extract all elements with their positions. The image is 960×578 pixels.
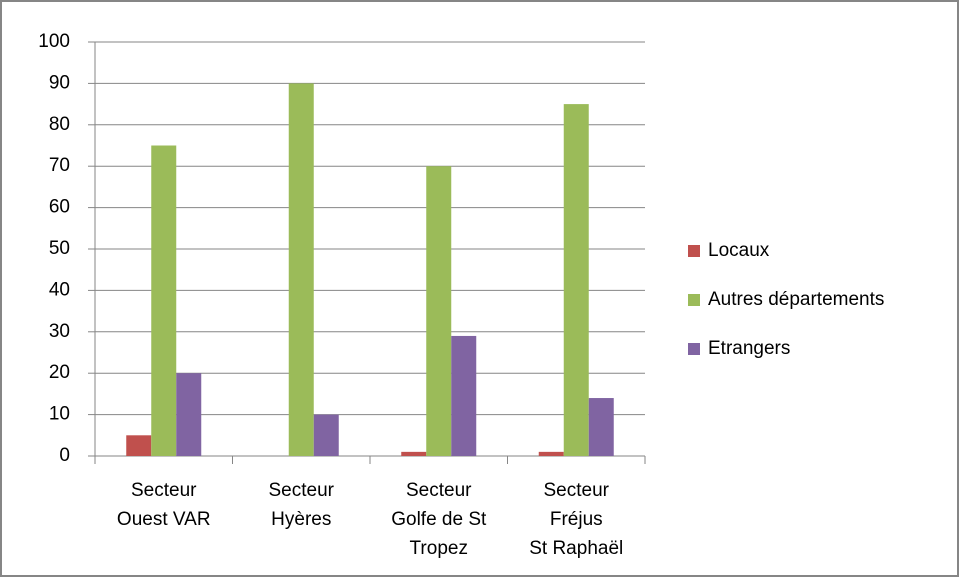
bar [588,398,614,456]
y-tick-label: 60 [49,197,70,218]
bar [451,335,477,456]
bar [151,145,177,456]
bar [126,435,152,456]
y-tick-label: 10 [49,404,70,425]
legend-swatch [688,245,700,257]
y-tick-label: 40 [49,279,70,300]
y-tick-label: 90 [49,72,70,93]
legend-label: Locaux [708,240,770,261]
bar [563,104,589,456]
x-tick-label: Secteur Hyères [269,480,335,530]
legend-swatch [688,343,700,355]
bar [401,451,427,456]
legend-label: Etrangers [708,338,790,359]
bar [313,414,339,456]
bar [176,373,202,456]
bar [426,166,452,456]
x-tick-label: Secteur Ouest VAR [117,480,211,530]
y-tick-label: 100 [38,31,70,52]
y-tick-label: 0 [59,445,70,466]
x-tick-label: Secteur Golfe de St Tropez [391,480,487,559]
x-tick-label: Secteur Fréjus St Raphaël [529,480,623,559]
legend-swatch [688,294,700,306]
y-tick-label: 50 [49,238,70,259]
bar [538,451,564,456]
bar [288,83,314,457]
y-tick-label: 20 [49,362,70,383]
y-tick-label: 70 [49,155,70,176]
y-tick-label: 30 [49,321,70,342]
legend-label: Autres départements [708,289,884,310]
y-tick-label: 80 [49,114,70,135]
